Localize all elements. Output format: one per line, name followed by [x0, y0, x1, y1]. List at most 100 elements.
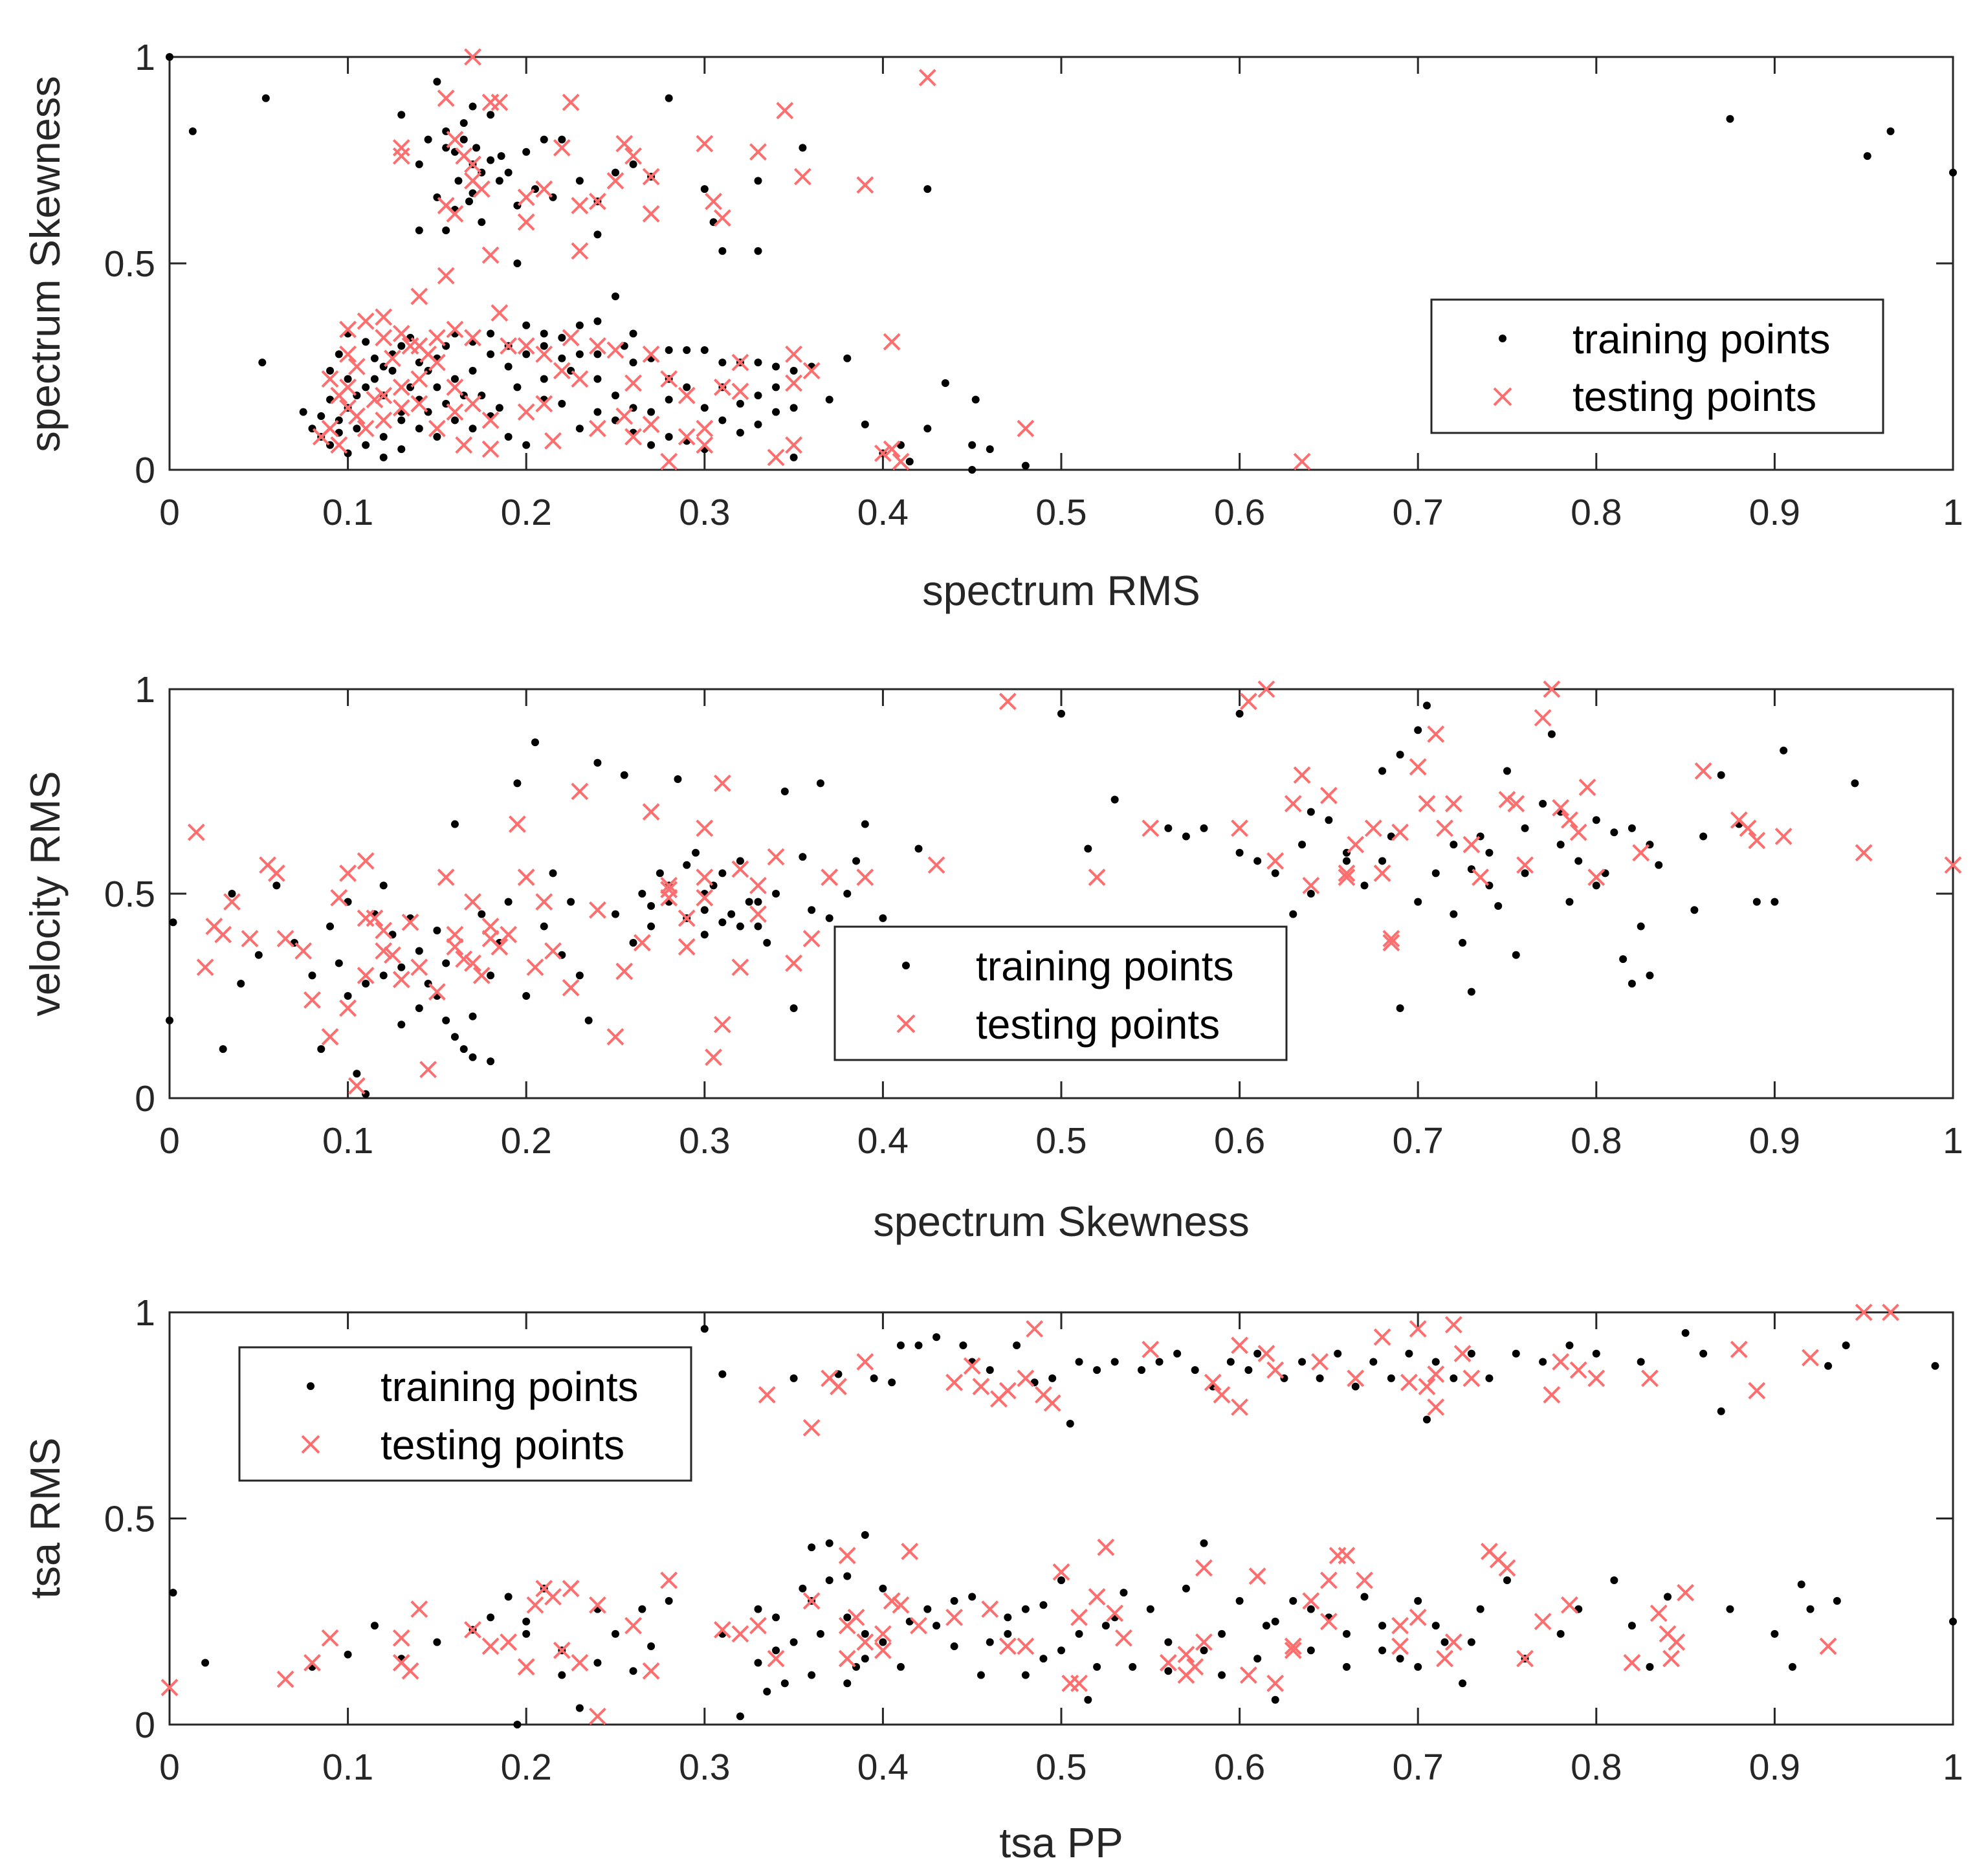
testing-point — [1587, 868, 1605, 887]
training-point — [843, 354, 852, 362]
training-point — [370, 375, 379, 383]
testing-point — [749, 905, 767, 923]
testing-point — [348, 407, 366, 425]
training-point — [879, 914, 887, 922]
tick-marks — [168, 688, 1954, 1099]
y-tick-label: 0 — [135, 1078, 155, 1120]
x-tick-label: 0.9 — [1749, 492, 1800, 533]
testing-point — [535, 395, 553, 413]
training-point — [388, 366, 397, 375]
training-point — [335, 959, 343, 967]
training-point — [237, 980, 245, 988]
testing-point — [1231, 1336, 1249, 1354]
testing-point — [276, 930, 294, 947]
training-point — [763, 938, 771, 947]
training-point — [1396, 1655, 1404, 1663]
training-point — [647, 408, 656, 416]
testing-point — [589, 192, 606, 210]
training-point — [941, 379, 949, 388]
training-point — [487, 329, 495, 338]
training-point — [353, 425, 361, 433]
training-point — [450, 1033, 459, 1041]
y-tick-label: 0.5 — [104, 243, 155, 285]
training-point — [522, 321, 531, 329]
training-point — [1556, 841, 1565, 849]
training-point — [612, 168, 619, 177]
testing-point — [785, 955, 803, 972]
training-point — [1797, 1580, 1805, 1589]
panel-velocity-rms-vs-spectrum-skewness: 0 0.1 0.2 0.3 0.4 0.5 0.6 0.7 0.8 0.9 1 00.51 spec… — [21, 669, 1963, 1245]
testing-point — [384, 946, 401, 964]
training-point — [397, 445, 406, 454]
testing-point — [767, 1650, 785, 1668]
testing-point — [419, 1061, 437, 1079]
training-point — [593, 230, 602, 239]
x-tick-label: 0 — [159, 1747, 180, 1788]
testing-point — [375, 308, 393, 326]
training-point — [647, 922, 656, 931]
x-tick-label: 1 — [1943, 1747, 1963, 1788]
y-tick-label: 1 — [135, 1292, 155, 1334]
training-point — [1494, 901, 1503, 910]
testing-point — [1284, 1641, 1302, 1659]
training-marks — [166, 701, 1859, 1098]
testing-point — [633, 934, 651, 952]
training-point — [1752, 898, 1761, 906]
testing-point — [1561, 1596, 1578, 1614]
testing-point — [419, 345, 437, 363]
training-point — [1057, 1646, 1065, 1655]
training-point — [1547, 730, 1556, 738]
training-point — [789, 453, 798, 461]
training-point — [1949, 168, 1957, 177]
testing-point — [624, 428, 642, 446]
legend-training-marker — [307, 1382, 314, 1390]
testing-point — [357, 852, 375, 870]
x-tick-label: 0.7 — [1393, 1120, 1444, 1162]
testing-point — [500, 925, 518, 944]
testing-point — [1694, 762, 1712, 780]
training-point — [1637, 922, 1645, 931]
training-point — [923, 1605, 932, 1613]
testing-point — [428, 329, 446, 347]
training-point — [487, 1613, 495, 1622]
training-point — [745, 898, 753, 906]
testing-point — [464, 155, 481, 173]
training-point — [433, 383, 441, 392]
training-point — [665, 395, 673, 404]
training-point — [1200, 824, 1208, 832]
testing-point — [1115, 1629, 1132, 1647]
testing-point — [553, 1641, 571, 1659]
training-point — [575, 425, 584, 433]
training-point — [772, 408, 780, 416]
testing-point — [571, 1654, 589, 1672]
training-point — [575, 321, 584, 329]
training-point — [789, 366, 798, 375]
training-point — [861, 820, 869, 828]
training-point — [1182, 1584, 1190, 1593]
testing-point — [1427, 1365, 1445, 1383]
training-point — [1646, 1662, 1654, 1671]
testing-point — [731, 353, 749, 371]
testing-point — [1641, 1369, 1659, 1387]
legend: training points testing points — [1430, 298, 1884, 434]
testing-point — [481, 246, 500, 264]
training-point — [718, 918, 727, 927]
training-point — [1191, 1366, 1199, 1374]
testing-point — [491, 93, 509, 111]
training-point — [469, 102, 477, 111]
training-point — [1182, 832, 1190, 841]
training-point — [1334, 1349, 1342, 1358]
testing-point — [767, 448, 785, 467]
testing-point — [615, 407, 634, 425]
training-point — [497, 152, 505, 160]
training-point — [504, 432, 513, 441]
training-point — [326, 922, 335, 931]
testing-point — [1668, 1633, 1686, 1651]
testing-point — [874, 445, 892, 462]
training-point — [683, 346, 691, 354]
x-tick-label: 0 — [159, 492, 180, 533]
testing-point — [713, 1621, 731, 1639]
training-point — [1360, 1593, 1369, 1601]
training-point — [1627, 1622, 1636, 1630]
testing-point — [535, 893, 553, 911]
